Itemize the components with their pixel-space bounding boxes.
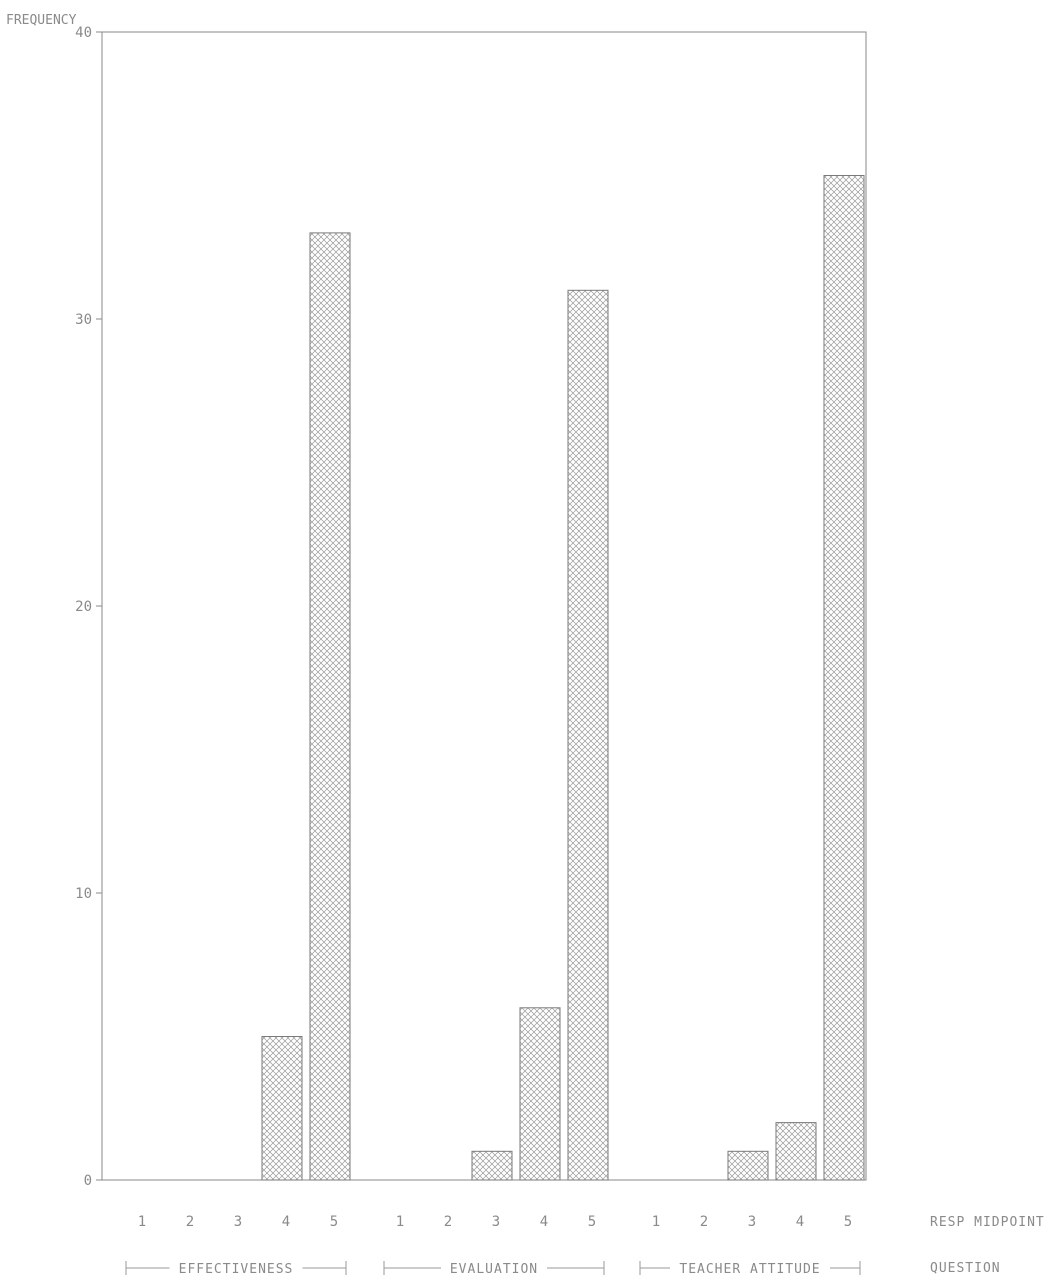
x-tick-label: 5 (844, 1214, 852, 1230)
question-label: QUESTION (930, 1261, 1001, 1276)
bar (567, 289, 609, 1181)
bar (471, 1150, 513, 1181)
group-label-bg (169, 1258, 303, 1278)
x-tick-label: 4 (796, 1214, 804, 1230)
group-label: TEACHER ATTITUDE (679, 1262, 820, 1277)
bar (519, 1007, 561, 1181)
x-tick-label: 5 (588, 1214, 596, 1230)
bar (775, 1122, 817, 1181)
x-tick-label: 2 (444, 1214, 452, 1230)
x-axis-ticks: 1 2 3 4 5 1 2 3 4 5 1 2 3 4 5 (138, 1214, 852, 1230)
x-tick-label: 3 (748, 1214, 756, 1230)
question-groups: EFFECTIVENESS EVALUATION TEACHER ATTITUDE (125, 1258, 861, 1278)
x-tick-label: 3 (492, 1214, 500, 1230)
y-axis-ticks: 0 10 20 30 40 (75, 25, 102, 1189)
group-label-bg (441, 1258, 547, 1278)
y-tick-label: 10 (75, 886, 92, 902)
y-axis-label: FREQUENCY (6, 13, 77, 28)
plot-frame (101, 31, 867, 1181)
x-tick-label: 2 (186, 1214, 194, 1230)
x-tick-label: 4 (282, 1214, 290, 1230)
bar (727, 1150, 769, 1181)
x-tick-label: 1 (652, 1214, 660, 1230)
y-tick-label: 30 (75, 312, 92, 328)
group-label-bg (670, 1258, 830, 1278)
y-tick-label: 40 (75, 25, 92, 41)
bar (309, 232, 351, 1181)
group-label: EVALUATION (450, 1262, 538, 1277)
resp-midpoint-label: RESP MIDPOINT (930, 1215, 1045, 1230)
x-tick-label: 3 (234, 1214, 242, 1230)
y-tick-label: 0 (84, 1173, 92, 1189)
x-tick-label: 5 (330, 1214, 338, 1230)
bar (823, 175, 865, 1181)
x-tick-label: 1 (396, 1214, 404, 1230)
bar (261, 1036, 303, 1181)
y-tick-label: 20 (75, 599, 92, 615)
bars (261, 175, 865, 1181)
x-tick-label: 1 (138, 1214, 146, 1230)
group-label: EFFECTIVENESS (179, 1262, 294, 1277)
x-tick-label: 2 (700, 1214, 708, 1230)
x-tick-label: 4 (540, 1214, 548, 1230)
